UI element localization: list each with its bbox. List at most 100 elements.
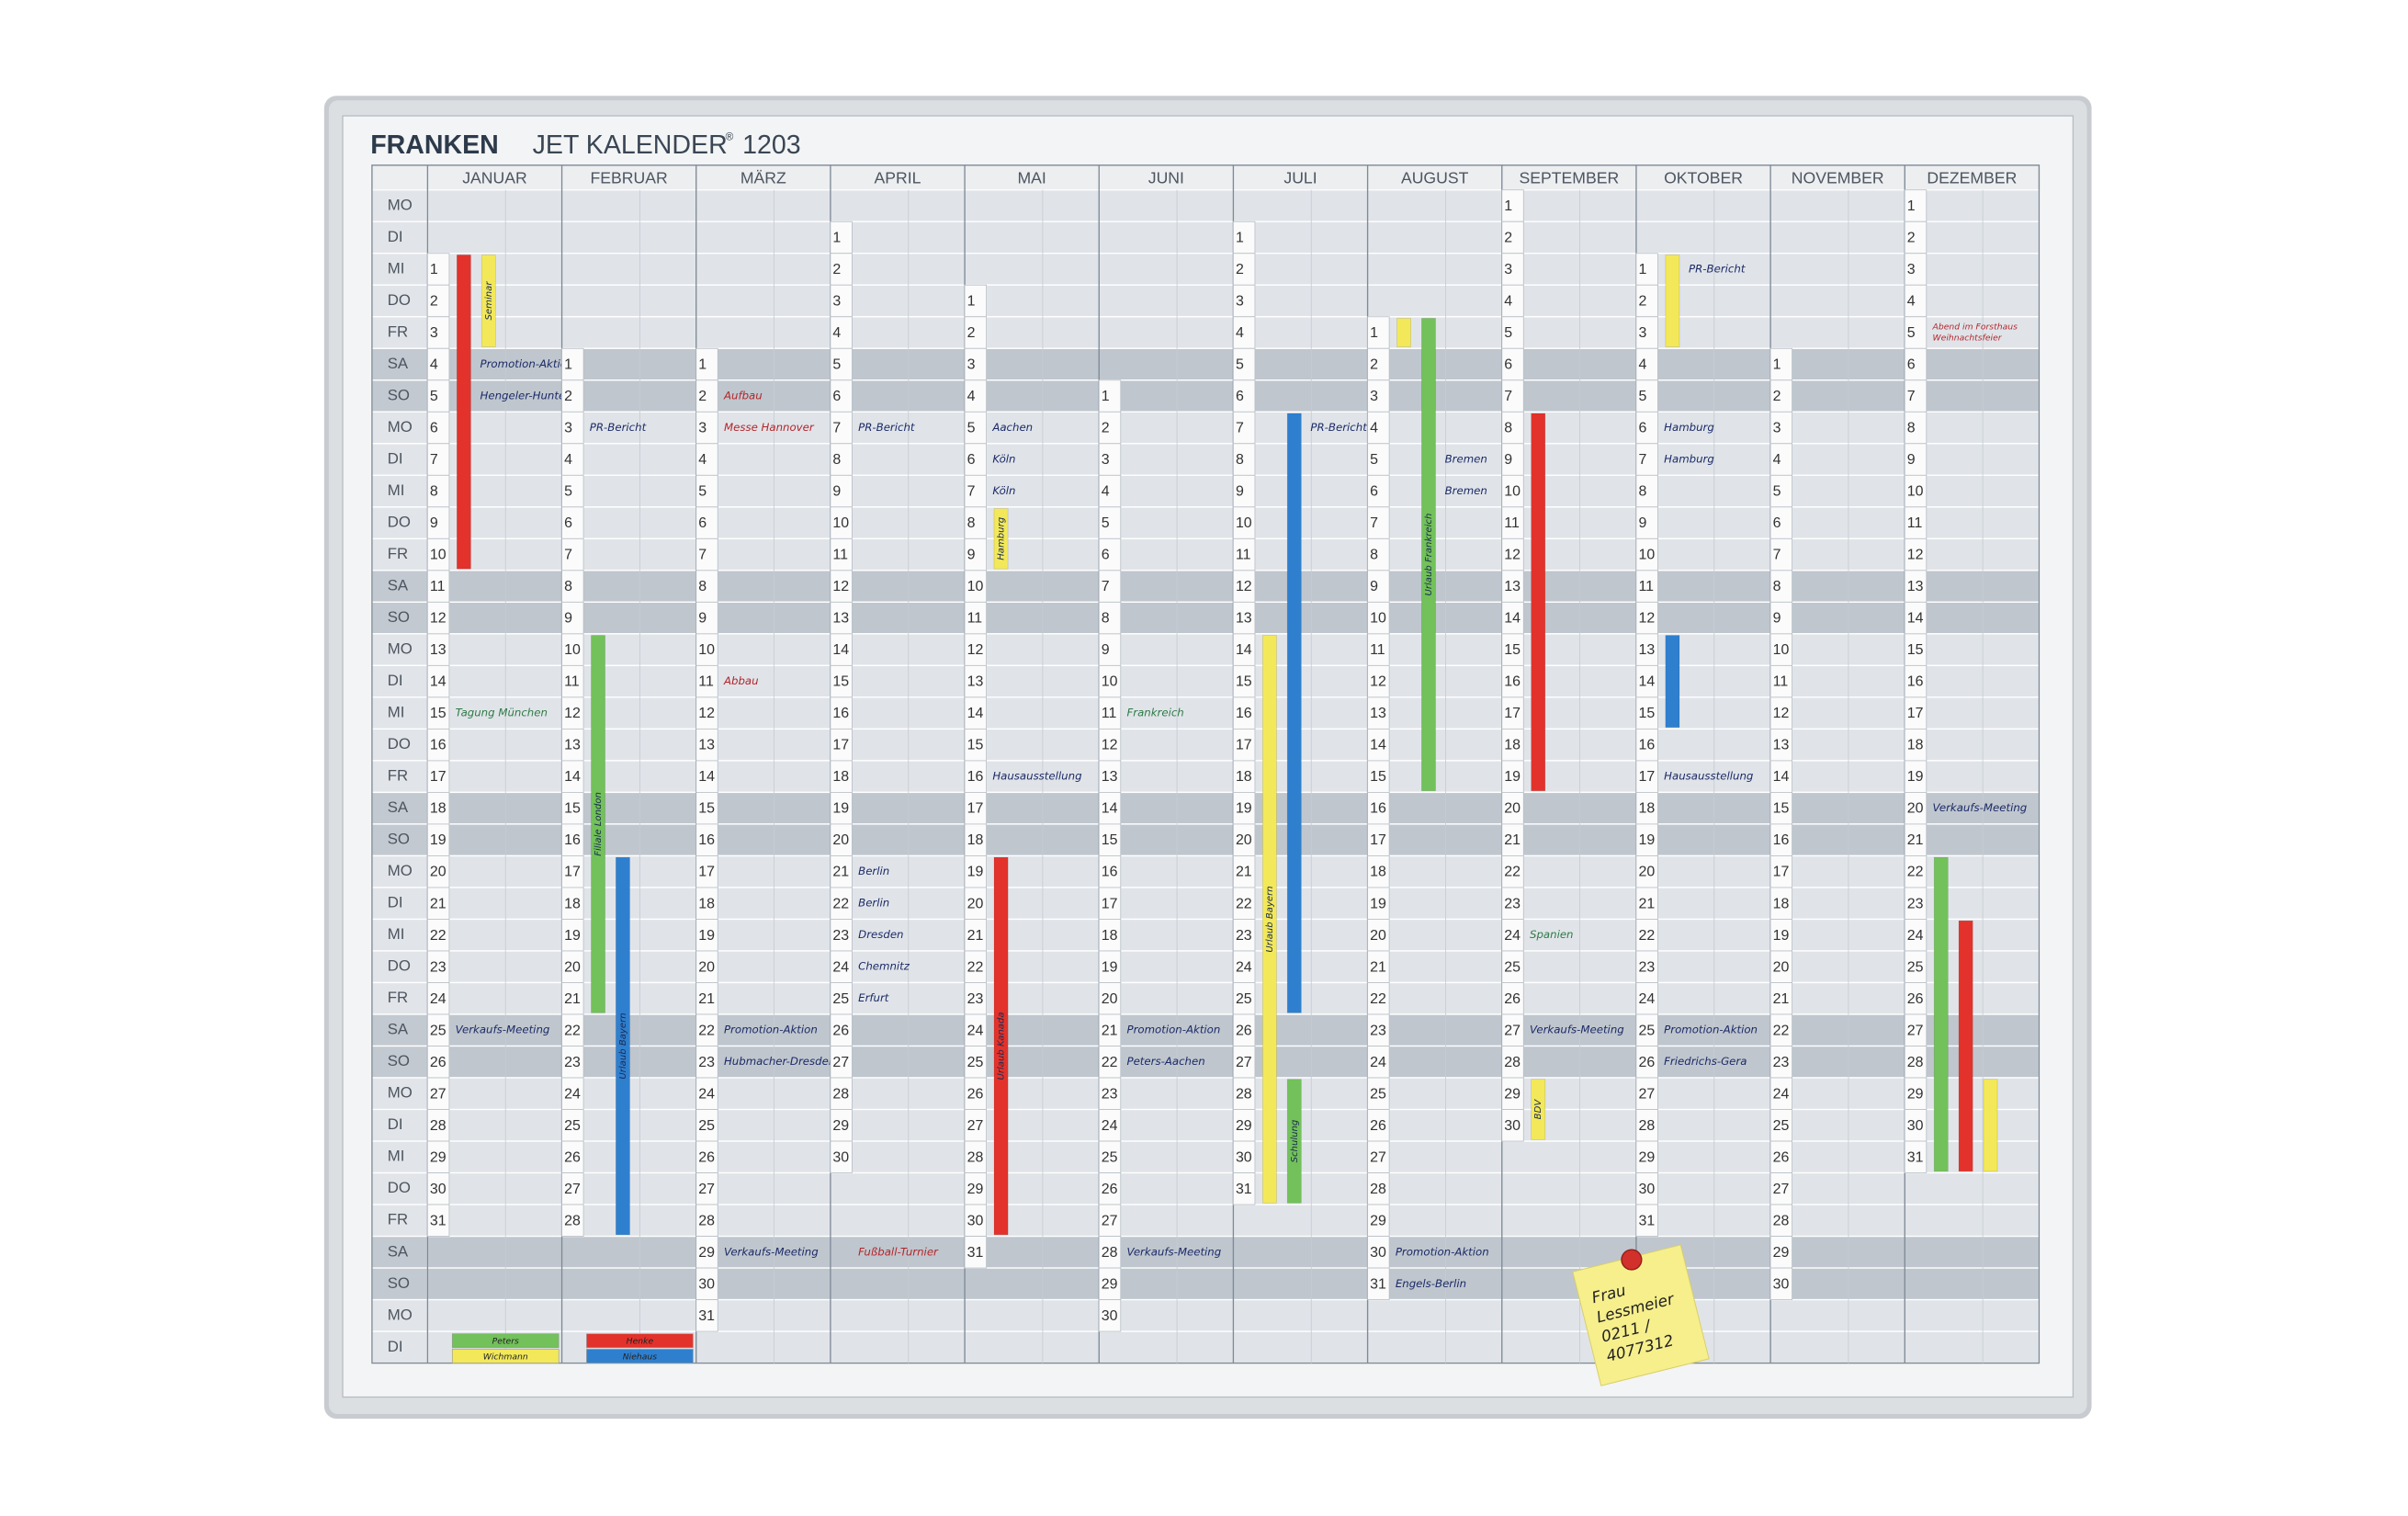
day-number: 12 [1638,611,1655,627]
weekday-label: MI [388,481,405,499]
day-number: 29 [1102,1276,1118,1292]
day-number: 26 [1773,1149,1790,1165]
day-number: 2 [967,325,976,341]
day-number: 18 [1907,738,1924,753]
day-number: 16 [1638,738,1655,753]
day-number: 5 [1236,357,1244,373]
bar-label: Urlaub Bayern [618,1013,628,1079]
day-number: 2 [1907,231,1916,246]
planning-bar [1983,1079,1998,1172]
day-number: 14 [1504,611,1521,627]
weekday-label: MO [388,196,413,213]
day-number: 20 [1504,801,1521,817]
day-number: 23 [1102,1086,1118,1102]
weekday-label: SA [388,1242,409,1260]
day-number: 15 [698,801,715,817]
brand: FRANKEN [370,130,499,160]
day-number: 23 [1907,896,1924,911]
planning-bar [1665,255,1680,347]
day-number: 10 [1370,611,1386,627]
day-strip [1233,1172,1256,1205]
day-number: 15 [1773,801,1790,817]
day-number: 30 [832,1149,849,1165]
day-number: 27 [1638,1086,1655,1102]
day-number: 9 [1638,515,1646,531]
day-number: 7 [430,452,438,468]
day-number: 3 [564,421,572,436]
weekday-label: DI [388,1115,403,1133]
handwritten-note: Hamburg [1664,421,1714,434]
day-number: 13 [832,611,849,627]
day-number: 31 [1907,1149,1924,1165]
day-number: 26 [430,1055,447,1070]
day-number: 17 [430,769,447,785]
day-number: 3 [1773,421,1781,436]
day-number: 15 [967,738,984,753]
day-number: 28 [1504,1055,1521,1070]
day-number: 10 [430,548,447,563]
day-number: 17 [967,801,984,817]
day-number: 24 [698,1086,715,1102]
day-number: 23 [1638,959,1655,975]
day-number: 19 [430,832,447,848]
bar-label: Schulung [1290,1119,1300,1162]
handwritten-note: Promotion-Aktion [1126,1024,1220,1036]
day-number: 20 [1236,832,1252,848]
day-number: 3 [698,421,707,436]
day-number: 21 [1773,991,1790,1007]
day-number: 22 [1370,991,1386,1007]
day-number: 26 [1236,1023,1252,1038]
day-number: 21 [832,865,849,880]
day-number: 19 [1102,959,1118,975]
day-number: 16 [1370,801,1386,817]
day-number: 1 [564,357,572,373]
handwritten-note: Bremen [1445,453,1487,466]
day-number: 6 [1370,484,1378,500]
day-number: 17 [1773,865,1790,880]
weekday-label: MI [388,704,405,721]
day-number: 12 [1773,706,1790,721]
day-number: 15 [1638,706,1655,721]
day-number: 11 [1236,548,1251,563]
day-number: 4 [1773,452,1781,468]
day-number: 15 [1236,674,1252,690]
day-number: 11 [967,611,983,627]
day-number: 27 [1370,1149,1386,1165]
day-number: 5 [430,389,438,404]
day-number: 1 [967,294,976,310]
bar-label: Urlaub Bayern [1265,886,1275,952]
day-number: 23 [1773,1055,1790,1070]
day-number: 4 [430,357,438,373]
day-number: 7 [1638,452,1646,468]
day-number: 13 [698,738,715,753]
day-number: 7 [1102,579,1110,594]
day-number: 12 [430,611,447,627]
day-number: 8 [698,579,707,594]
day-number: 18 [698,896,715,911]
handwritten-note: Dresden [858,928,903,941]
day-number: 26 [698,1149,715,1165]
day-number: 7 [564,548,572,563]
day-number: 27 [1236,1055,1252,1070]
day-number: 10 [1773,642,1790,658]
day-number: 23 [1236,928,1252,944]
day-number: 27 [1907,1023,1924,1038]
day-number: 7 [1370,515,1378,531]
day-number: 21 [1370,959,1386,975]
day-number: 12 [967,642,984,658]
legend-card [451,1333,560,1349]
day-number: 27 [967,1118,984,1134]
weekday-label: FR [388,989,408,1006]
weekday-label: DO [388,735,411,752]
weekday-cell [371,601,429,635]
day-strip [1769,1267,1793,1301]
day-number: 18 [967,832,984,848]
day-number: 8 [1773,579,1781,594]
day-number: 20 [967,896,984,911]
handwritten-note: Köln [992,453,1015,466]
weekday-label: SA [388,1021,409,1038]
handwritten-note: Aachen [991,421,1033,434]
registered-mark: ® [726,131,734,143]
weekday-cell [371,506,429,540]
day-number: 11 [1504,515,1520,531]
